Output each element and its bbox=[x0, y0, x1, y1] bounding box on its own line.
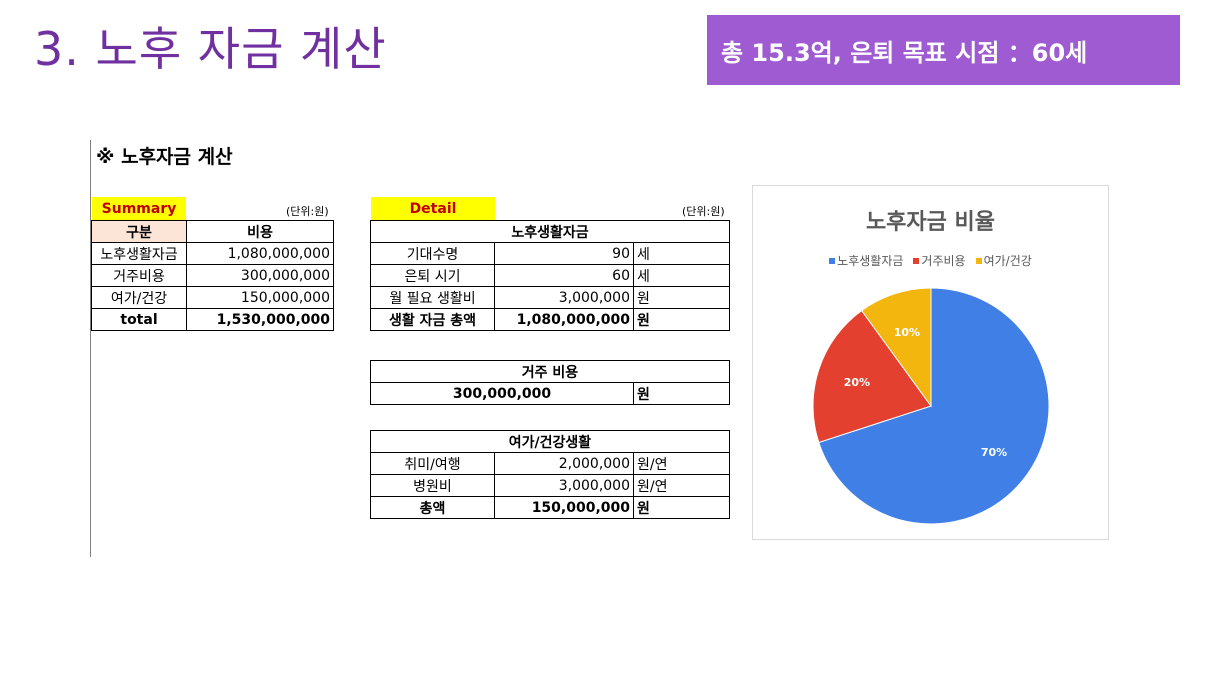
leisure-total-label: 총액 bbox=[370, 496, 495, 519]
summary-unit: (단위:원) bbox=[286, 205, 329, 218]
slice-living-expense bbox=[818, 287, 1050, 525]
pie-chart: 노후자금 비율 노후생활자금 거주비용 여가/건강 70% 20% 10% bbox=[752, 185, 1109, 540]
summary-tag: Summary bbox=[92, 197, 186, 220]
summary-header-category: 구분 bbox=[91, 220, 187, 243]
slice-leisure-health bbox=[860, 287, 932, 408]
living-expense-table: 노후생활자금 기대수명 90 세 은퇴 시기 60 세 월 필요 생활비 3,0… bbox=[370, 220, 730, 331]
leisure-title-row: 여가/건강생활 bbox=[369, 430, 731, 453]
living-row-unit: 원 bbox=[633, 286, 730, 309]
leisure-row-value: 2,000,000 bbox=[494, 452, 634, 475]
legend-swatch bbox=[913, 257, 920, 264]
pie-plot-area: 70% 20% 10% bbox=[812, 287, 1050, 525]
housing-unit: 원 bbox=[633, 382, 730, 405]
living-title-row: 노후생활자금 bbox=[370, 220, 730, 243]
table-row: 거주비용 300,000,000 bbox=[91, 264, 334, 287]
table-row: 노후생활자금 1,080,000,000 bbox=[91, 242, 334, 265]
legend-item: 거주비용 bbox=[913, 252, 966, 269]
legend-swatch bbox=[829, 257, 836, 264]
slide-title: 3. 노후 자금 계산 bbox=[34, 22, 387, 76]
summary-row-value: 150,000,000 bbox=[186, 286, 334, 309]
summary-banner: 총 15.3억, 은퇴 목표 시점 ：60세 bbox=[707, 15, 1180, 85]
pie-data-label: 10% bbox=[894, 326, 920, 339]
legend-item: 노후생활자금 bbox=[829, 252, 903, 269]
legend-swatch bbox=[975, 257, 982, 264]
housing-cost-table: 거주 비용 300,000,000 원 bbox=[370, 360, 730, 405]
table-row: 병원비 3,000,000 원/연 bbox=[370, 474, 731, 497]
summary-table: 구분 비용 노후생활자금 1,080,000,000 거주비용 300,000,… bbox=[91, 220, 334, 331]
leisure-row-unit: 원/연 bbox=[632, 452, 731, 475]
table-row: 취미/여행 2,000,000 원/연 bbox=[370, 452, 731, 475]
table-row: 300,000,000 원 bbox=[370, 382, 730, 405]
summary-row-value: 300,000,000 bbox=[186, 264, 334, 287]
table-row: 기대수명 90 세 bbox=[370, 242, 730, 265]
table-row: 월 필요 생활비 3,000,000 원 bbox=[370, 286, 730, 309]
living-row-label: 은퇴 시기 bbox=[370, 264, 495, 287]
summary-row-label: 거주비용 bbox=[91, 264, 187, 287]
leisure-row-label: 취미/여행 bbox=[370, 452, 495, 475]
summary-header-row: 구분 비용 bbox=[91, 220, 334, 243]
detail-tag: Detail bbox=[371, 197, 495, 220]
leisure-title: 여가/건강생활 bbox=[369, 430, 731, 453]
living-row-label: 월 필요 생활비 bbox=[370, 286, 495, 309]
table-row: 여가/건강 150,000,000 bbox=[91, 286, 334, 309]
housing-title: 거주 비용 bbox=[370, 360, 730, 383]
sheet-heading: ※ 노후자금 계산 bbox=[96, 146, 233, 168]
legend-item: 여가/건강 bbox=[975, 252, 1032, 269]
living-row-unit: 세 bbox=[633, 264, 730, 287]
chart-legend: 노후생활자금 거주비용 여가/건강 bbox=[753, 252, 1108, 269]
living-total-unit: 원 bbox=[633, 308, 730, 331]
legend-label: 노후생활자금 bbox=[837, 254, 904, 268]
leisure-health-table: 여가/건강생활 취미/여행 2,000,000 원/연 병원비 3,000,00… bbox=[369, 430, 731, 519]
living-total-value: 1,080,000,000 bbox=[494, 308, 634, 331]
legend-label: 거주비용 bbox=[921, 254, 966, 268]
leisure-row-unit: 원/연 bbox=[632, 474, 731, 497]
leisure-row-label: 병원비 bbox=[370, 474, 495, 497]
summary-total-row: total 1,530,000,000 bbox=[91, 308, 334, 331]
chart-title: 노후자금 비율 bbox=[865, 210, 996, 235]
leisure-total-row: 총액 150,000,000 원 bbox=[370, 496, 731, 519]
slice-housing bbox=[812, 309, 932, 444]
summary-header-cost: 비용 bbox=[186, 220, 334, 243]
summary-row-value: 1,080,000,000 bbox=[186, 242, 334, 265]
leisure-total-unit: 원 bbox=[632, 496, 731, 519]
table-row: 은퇴 시기 60 세 bbox=[370, 264, 730, 287]
leisure-row-value: 3,000,000 bbox=[494, 474, 634, 497]
living-title: 노후생활자금 bbox=[370, 220, 730, 243]
living-total-label: 생활 자금 총액 bbox=[370, 308, 495, 331]
pie-data-label: 20% bbox=[844, 376, 870, 389]
living-row-value: 90 bbox=[494, 242, 634, 265]
detail-unit: (단위:원) bbox=[682, 205, 725, 218]
housing-title-row: 거주 비용 bbox=[370, 360, 730, 383]
leisure-total-value: 150,000,000 bbox=[494, 496, 634, 519]
living-row-unit: 세 bbox=[633, 242, 730, 265]
sheet-left-border bbox=[90, 140, 91, 557]
summary-total-label: total bbox=[91, 308, 187, 331]
living-row-value: 60 bbox=[494, 264, 634, 287]
living-row-value: 3,000,000 bbox=[494, 286, 634, 309]
summary-row-label: 여가/건강 bbox=[91, 286, 187, 309]
legend-label: 여가/건강 bbox=[983, 254, 1032, 268]
living-row-label: 기대수명 bbox=[370, 242, 495, 265]
living-total-row: 생활 자금 총액 1,080,000,000 원 bbox=[370, 308, 730, 331]
pie-data-label: 70% bbox=[981, 446, 1007, 459]
summary-total-value: 1,530,000,000 bbox=[186, 308, 334, 331]
summary-row-label: 노후생활자금 bbox=[91, 242, 187, 265]
housing-value: 300,000,000 bbox=[370, 382, 634, 405]
